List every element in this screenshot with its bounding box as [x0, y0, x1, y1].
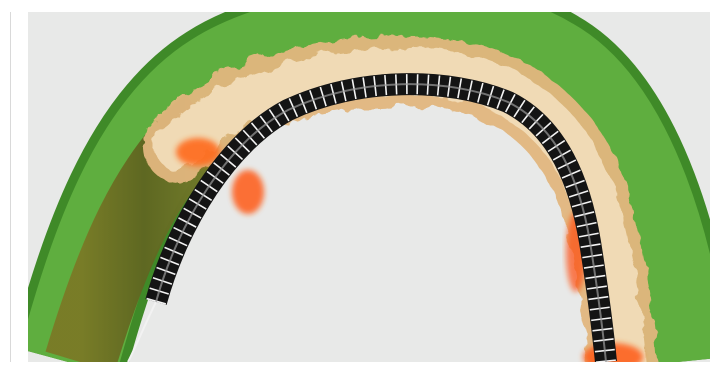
- guidewire: [127, 301, 157, 362]
- vessel-illustration-svg: [28, 12, 710, 362]
- left-divider: [10, 12, 11, 362]
- medical-illustration: [28, 12, 710, 362]
- plaque-hotspot-left: [176, 138, 220, 166]
- plaque-hotspot-mid: [232, 170, 264, 214]
